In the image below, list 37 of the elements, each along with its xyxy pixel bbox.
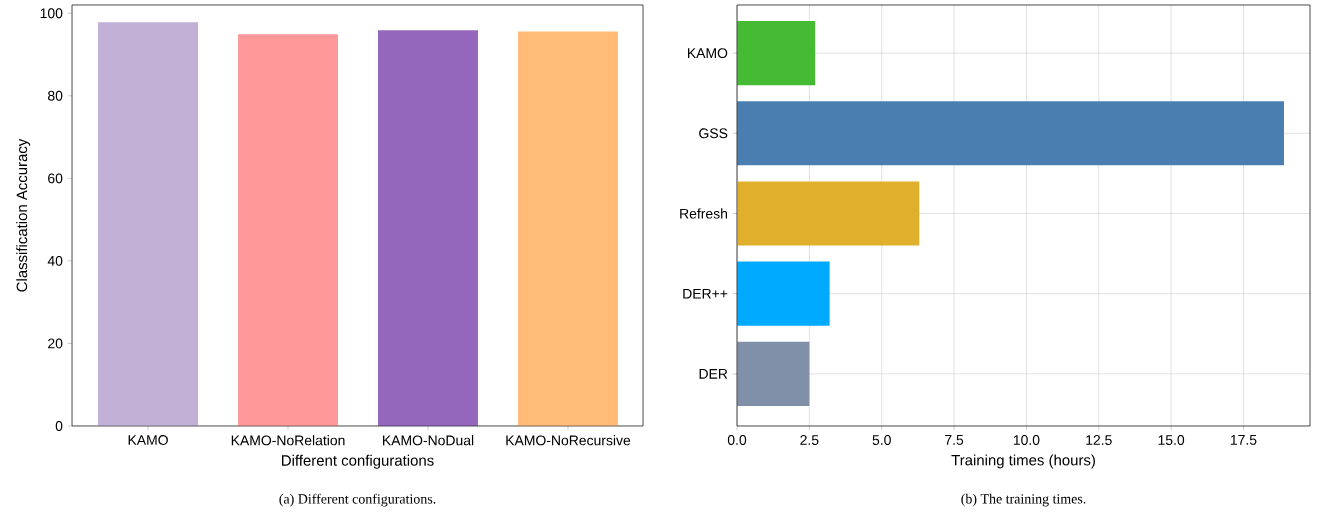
x-tick-label: KAMO <box>128 435 168 445</box>
text: (a) Different configurations. <box>279 493 436 507</box>
bar <box>378 30 478 426</box>
bar <box>737 101 1284 166</box>
x-axis-title: Training times (hours) <box>951 454 1095 469</box>
x-tick-label: KAMO-NoDual <box>383 435 474 446</box>
bar <box>737 261 830 326</box>
x-tick-label: 0.0 <box>727 435 747 445</box>
x-tick-label: 15.0 <box>1158 435 1185 445</box>
y-tick-label: DER++ <box>683 288 728 299</box>
y-tick-label: Refresh <box>680 208 728 219</box>
y-tick-label: 40 <box>47 255 63 266</box>
bar <box>737 341 810 406</box>
bar <box>737 21 816 86</box>
bar <box>518 31 618 426</box>
x-tick-label: 10.0 <box>1013 435 1040 445</box>
x-tick-label: KAMO-NoRecursive <box>506 435 631 446</box>
y-tick-label: GSS <box>699 128 728 139</box>
x-tick-label: 2.5 <box>800 435 819 445</box>
y-axis-title: Classification Accuracy <box>16 138 31 292</box>
y-tick-label: 20 <box>48 338 63 349</box>
y-tick-label: DER <box>699 369 728 379</box>
x-tick-label: 17.5 <box>1230 435 1257 445</box>
bar <box>737 181 920 246</box>
x-tick-label: 5.0 <box>872 435 891 445</box>
bar <box>238 34 338 426</box>
y-tick-label: 100 <box>40 8 63 19</box>
x-tick-label: 7.5 <box>945 435 964 445</box>
y-tick-label: 80 <box>48 90 63 101</box>
y-tick-label: 0 <box>55 421 63 431</box>
x-axis-title: Different configurations <box>282 454 434 469</box>
text: (b) The training times. <box>961 493 1086 507</box>
y-tick-label: 60 <box>48 173 63 184</box>
x-tick-label: KAMO-NoRelation <box>231 435 345 446</box>
x-tick-label: 12.5 <box>1086 435 1112 445</box>
bar <box>98 22 198 426</box>
y-tick-label: KAMO <box>687 48 728 59</box>
